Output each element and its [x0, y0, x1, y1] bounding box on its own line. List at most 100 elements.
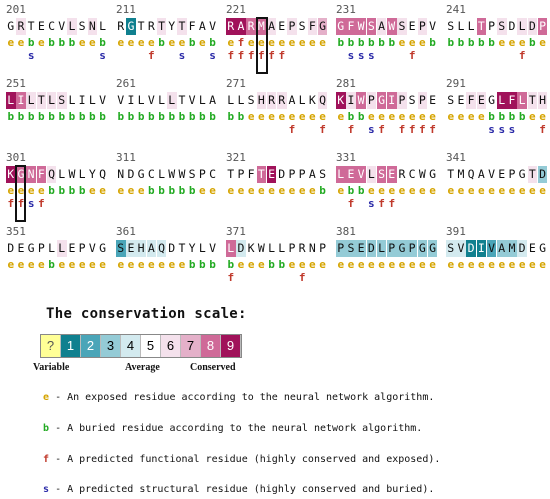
burial-prediction: b: [99, 110, 106, 123]
residue-cell: L: [156, 166, 167, 183]
legend-exposed: e - An exposed residue according to the …: [43, 392, 435, 403]
burial-prediction: e: [357, 258, 365, 271]
burial-prediction: e: [78, 36, 86, 49]
block-position-number: 281: [336, 77, 356, 90]
residue-cell: G: [317, 18, 328, 35]
residue-cell: Q: [466, 166, 476, 183]
function-prediction: s: [368, 123, 375, 136]
burial-prediction: e: [467, 258, 475, 271]
burial-prediction: e: [518, 36, 526, 49]
burial-prediction: e: [508, 258, 516, 271]
burial-prediction: b: [89, 110, 96, 123]
burial-prediction: b: [278, 258, 286, 271]
function-prediction: f: [319, 123, 326, 136]
burial-prediction: e: [539, 184, 546, 197]
block-position-number: 221: [226, 3, 246, 16]
residue-cell: M: [456, 166, 466, 183]
residue-cell: P: [197, 166, 208, 183]
residue-cell: V: [187, 92, 197, 109]
average-label: Average: [125, 362, 160, 373]
burial-prediction: e: [408, 184, 416, 197]
burial-prediction: b: [199, 258, 206, 271]
burial-prediction: e: [38, 184, 45, 197]
residue-cell: P: [387, 240, 397, 257]
burial-prediction: e: [127, 184, 135, 197]
burial-prediction: e: [199, 184, 206, 197]
burial-prediction: e: [89, 258, 96, 271]
burial-prediction: e: [27, 184, 35, 197]
burial-prediction: e: [247, 110, 255, 123]
burial-prediction: b: [68, 184, 76, 197]
burial-prediction: b: [78, 110, 86, 123]
burial-prediction: b: [117, 110, 125, 123]
burial-prediction: e: [89, 184, 96, 197]
residue-cell: D: [126, 166, 136, 183]
residue-cell: L: [466, 18, 476, 35]
residue-cell: E: [67, 240, 77, 257]
residue-cell: P: [397, 92, 407, 109]
function-prediction: f: [148, 49, 155, 62]
burial-prediction: e: [529, 258, 536, 271]
residue-cell: E: [126, 240, 136, 257]
burial-prediction: e: [298, 110, 306, 123]
residue-cell: C: [407, 166, 417, 183]
burial-prediction: e: [457, 258, 465, 271]
residue-cell: T: [36, 92, 47, 109]
burial-prediction: e: [158, 258, 165, 271]
residue-cell: N: [116, 166, 126, 183]
residue-cell: S: [497, 18, 507, 35]
residue-cell: V: [116, 92, 126, 109]
function-prediction: s: [27, 49, 35, 62]
residue-cell: D: [366, 240, 377, 257]
residue-cell: K: [246, 240, 256, 257]
residue-cell: E: [16, 240, 26, 257]
residue-cell: V: [486, 240, 497, 257]
residue-cell: F: [36, 166, 47, 183]
burial-prediction: e: [347, 258, 355, 271]
burial-prediction: e: [388, 184, 396, 197]
residue-cell: E: [266, 166, 277, 183]
burial-prediction: b: [58, 36, 66, 49]
function-prediction: s: [488, 123, 495, 136]
function-prediction: f: [7, 197, 15, 210]
residue-cell: R: [297, 240, 307, 257]
residue-cell: F: [246, 166, 256, 183]
burial-prediction: e: [498, 258, 506, 271]
burial-prediction: b: [209, 258, 216, 271]
residue-cell: L: [517, 92, 527, 109]
burial-prediction: e: [137, 184, 145, 197]
residue-cell: P: [486, 18, 497, 35]
residue-cell: G: [427, 166, 438, 183]
residue-cell: P: [287, 166, 297, 183]
residue-cell: S: [317, 166, 328, 183]
residue-cell: V: [356, 166, 366, 183]
burial-prediction: e: [368, 184, 375, 197]
residue-cell: F: [346, 18, 356, 35]
burial-prediction: e: [38, 258, 45, 271]
residue-cell: V: [146, 92, 157, 109]
function-prediction: f: [378, 123, 385, 136]
residue-cell: Q: [46, 166, 57, 183]
burial-prediction: e: [419, 36, 426, 49]
residue-cell: Y: [87, 166, 98, 183]
residue-cell: G: [6, 18, 16, 35]
residue-cell: L: [97, 18, 108, 35]
residue-cell: K: [307, 92, 318, 109]
residue-cell: C: [46, 18, 57, 35]
burial-prediction: b: [488, 110, 495, 123]
burial-prediction: e: [298, 184, 306, 197]
burial-prediction: e: [388, 258, 396, 271]
burial-prediction: e: [58, 258, 66, 271]
burial-prediction: b: [447, 36, 455, 49]
burial-prediction: e: [398, 110, 406, 123]
residue-cell: P: [317, 240, 328, 257]
residue-cell: R: [116, 18, 126, 35]
highlight-box: [256, 17, 268, 74]
block-position-number: 211: [116, 3, 136, 16]
residue-cell: P: [366, 92, 377, 109]
residue-cell: W: [356, 92, 366, 109]
residue-cell: E: [407, 18, 417, 35]
residue-cell: R: [226, 18, 236, 35]
